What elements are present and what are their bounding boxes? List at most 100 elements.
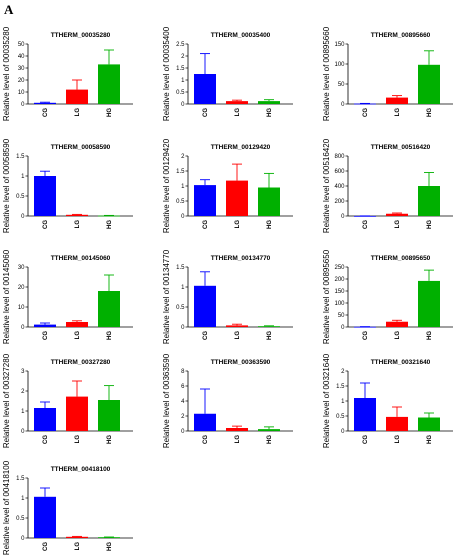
y-tick-label: 2 (181, 54, 185, 60)
bar-hg (258, 101, 280, 104)
bar-cg (34, 176, 56, 216)
bar-cg (354, 103, 376, 105)
y-tick-label: 1 (181, 78, 185, 84)
bar-hg (418, 186, 440, 216)
bar-lg (66, 89, 88, 104)
bar-hg (98, 537, 120, 538)
x-tick-label-lg: LG (395, 435, 401, 444)
x-tick-label-cg: CG (363, 108, 369, 117)
y-tick-label: 50 (338, 313, 345, 319)
x-tick-label-lg: LG (235, 220, 241, 229)
y-tick-label: 0 (341, 325, 345, 331)
x-tick-label-lg: LG (395, 108, 401, 117)
bar-cg (194, 413, 216, 431)
chart-panel-6: TTHERM_00516420 Relative level of 0051642… (322, 138, 453, 233)
y-tick-label: 6 (181, 384, 185, 390)
x-tick-label-lg: LG (75, 220, 81, 229)
y-tick-label: 1.5 (176, 66, 185, 72)
y-axis-label: Relative level of 00895650 (322, 249, 331, 344)
chart-panel-4: TTHERM_00058590 Relative level of 0005859… (2, 138, 133, 233)
x-tick-label-lg: LG (235, 331, 241, 340)
x-tick-label-lg: LG (75, 331, 81, 340)
y-tick-label: 50 (18, 42, 25, 48)
bar-cg (194, 185, 216, 216)
y-tick-label: 0.5 (16, 194, 25, 200)
y-tick-label: 0.5 (16, 516, 25, 522)
bar-lg (226, 180, 248, 216)
y-tick-label: 0 (21, 325, 25, 331)
y-tick-label: 2.5 (176, 42, 185, 48)
chart-panel-13: TTHERM_00418100 Relative level of 0041810… (2, 460, 133, 555)
y-tick-label: 150 (334, 289, 345, 295)
y-tick-label: 0 (181, 325, 185, 331)
y-tick-label: 3 (21, 369, 25, 375)
x-tick-label-cg: CG (43, 435, 49, 444)
y-tick-label: 30 (18, 265, 25, 271)
bar-hg (258, 187, 280, 216)
bar-hg (418, 64, 440, 104)
x-tick-label-lg: LG (235, 435, 241, 444)
y-tick-label: 2 (341, 369, 345, 375)
x-tick-label-lg: LG (75, 542, 81, 551)
y-tick-label: 0.5 (176, 199, 185, 205)
y-tick-label: 1 (181, 285, 185, 291)
y-axis-label: Relative level of 00418100 (2, 460, 11, 555)
y-axis-label: Relative level of 00129420 (162, 138, 171, 233)
bar-cg (354, 398, 376, 431)
x-tick-label-lg: LG (235, 108, 241, 117)
y-tick-label: 1 (21, 496, 25, 502)
x-tick-label-hg: HG (107, 542, 113, 551)
y-tick-label: 0 (181, 429, 185, 435)
bar-lg (386, 416, 408, 431)
y-tick-label: 400 (334, 184, 345, 190)
y-tick-label: 0 (21, 429, 25, 435)
y-axis-label: Relative level of 00895660 (322, 26, 331, 121)
y-tick-label: 10 (18, 305, 25, 311)
bar-cg (354, 326, 376, 328)
x-tick-label-hg: HG (267, 108, 273, 117)
y-tick-label: 1.5 (336, 384, 345, 390)
y-tick-label: 150 (334, 42, 345, 48)
bar-lg (66, 396, 88, 431)
x-tick-label-cg: CG (203, 331, 209, 340)
y-tick-label: 0 (21, 102, 25, 108)
y-tick-label: 0.5 (176, 90, 185, 96)
y-tick-label: 100 (334, 62, 345, 68)
bar-cg (34, 496, 56, 538)
y-tick-label: 0.5 (176, 305, 185, 311)
y-axis-label: Relative level of 00327280 (2, 353, 11, 448)
y-tick-label: 1.5 (16, 476, 25, 482)
x-tick-label-hg: HG (267, 220, 273, 229)
bar-hg (98, 64, 120, 104)
bar-lg (226, 101, 248, 104)
bar-lg (386, 321, 408, 327)
y-axis-label: Relative level of 00035400 (162, 26, 171, 121)
chart-title: TTHERM_00145060 (51, 255, 111, 262)
y-tick-label: 1.5 (176, 265, 185, 271)
bar-cg (194, 285, 216, 327)
bar-cg (34, 324, 56, 327)
x-tick-label-hg: HG (107, 220, 113, 229)
chart-panel-3: TTHERM_00895660 Relative level of 0089566… (322, 26, 453, 121)
x-tick-label-hg: HG (427, 108, 433, 117)
bar-cg (194, 74, 216, 104)
x-tick-label-hg: HG (427, 435, 433, 444)
bar-hg (98, 400, 120, 431)
y-axis-label: Relative level of 00134770 (162, 249, 171, 344)
chart-title: TTHERM_00058590 (51, 144, 111, 151)
bar-lg (66, 322, 88, 327)
chart-title: TTHERM_00363590 (211, 359, 271, 366)
y-tick-label: 4 (181, 399, 185, 405)
chart-panel-1: TTHERM_00035280 Relative level of 0003528… (2, 26, 133, 121)
chart-panel-8: TTHERM_00134770 Relative level of 0013477… (162, 249, 293, 344)
y-tick-label: 20 (18, 78, 25, 84)
chart-panel-9: TTHERM_00895650 Relative level of 0089565… (322, 249, 453, 344)
x-tick-label-cg: CG (363, 331, 369, 340)
x-tick-label-cg: CG (43, 542, 49, 551)
chart-panel-10: TTHERM_00327280 Relative level of 0032728… (2, 353, 133, 448)
chart-title: TTHERM_00516420 (371, 144, 431, 151)
x-tick-label-cg: CG (203, 108, 209, 117)
panel-letter: A (4, 2, 14, 17)
chart-title: TTHERM_00418100 (51, 466, 111, 473)
